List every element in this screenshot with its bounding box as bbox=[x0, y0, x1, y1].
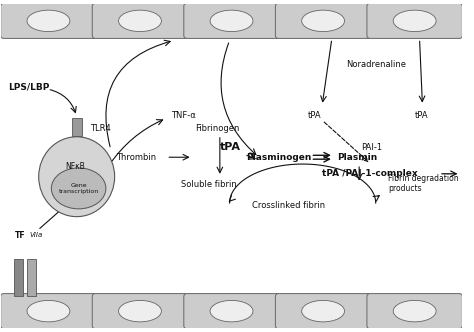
FancyBboxPatch shape bbox=[0, 3, 96, 39]
Text: Fibrinogen: Fibrinogen bbox=[195, 124, 240, 132]
Text: LPS/LBP: LPS/LBP bbox=[9, 83, 50, 92]
FancyBboxPatch shape bbox=[184, 293, 279, 329]
Text: Noradrenaline: Noradrenaline bbox=[346, 60, 407, 69]
Ellipse shape bbox=[39, 137, 115, 217]
Text: TLR4: TLR4 bbox=[91, 124, 111, 132]
Text: Fibrin degradation
products: Fibrin degradation products bbox=[388, 174, 459, 193]
Ellipse shape bbox=[301, 10, 345, 32]
Ellipse shape bbox=[393, 10, 436, 32]
Ellipse shape bbox=[210, 10, 253, 32]
Ellipse shape bbox=[51, 168, 106, 209]
FancyBboxPatch shape bbox=[275, 3, 371, 39]
Ellipse shape bbox=[118, 10, 162, 32]
Text: Gene
transcription: Gene transcription bbox=[58, 183, 99, 194]
FancyBboxPatch shape bbox=[92, 3, 188, 39]
Text: Thrombin: Thrombin bbox=[116, 153, 156, 162]
Text: tPA: tPA bbox=[220, 142, 241, 152]
Text: Plasminogen: Plasminogen bbox=[246, 153, 311, 162]
Bar bbox=[72, 118, 82, 136]
Text: tPA: tPA bbox=[308, 111, 321, 120]
Text: TNF-α: TNF-α bbox=[171, 111, 196, 120]
Text: TF: TF bbox=[15, 231, 26, 240]
FancyBboxPatch shape bbox=[367, 3, 462, 39]
Text: VIIa: VIIa bbox=[30, 232, 43, 238]
FancyBboxPatch shape bbox=[184, 3, 279, 39]
Ellipse shape bbox=[118, 300, 162, 322]
Text: tPA /PAI-1-complex: tPA /PAI-1-complex bbox=[322, 169, 418, 178]
Ellipse shape bbox=[301, 300, 345, 322]
Ellipse shape bbox=[27, 10, 70, 32]
FancyBboxPatch shape bbox=[367, 293, 462, 329]
Ellipse shape bbox=[210, 300, 253, 322]
FancyBboxPatch shape bbox=[275, 293, 371, 329]
Ellipse shape bbox=[27, 300, 70, 322]
Text: Crosslinked fibrin: Crosslinked fibrin bbox=[252, 202, 325, 210]
FancyBboxPatch shape bbox=[0, 293, 96, 329]
Text: NFκB: NFκB bbox=[65, 162, 84, 171]
Text: PAI-1: PAI-1 bbox=[361, 143, 382, 152]
Ellipse shape bbox=[393, 300, 436, 322]
Text: Plasmin: Plasmin bbox=[337, 153, 377, 162]
Bar bbox=[14, 259, 23, 295]
Text: tPA: tPA bbox=[415, 111, 428, 120]
Bar bbox=[27, 259, 36, 295]
Text: Soluble fibrin: Soluble fibrin bbox=[181, 180, 237, 189]
FancyBboxPatch shape bbox=[92, 293, 188, 329]
